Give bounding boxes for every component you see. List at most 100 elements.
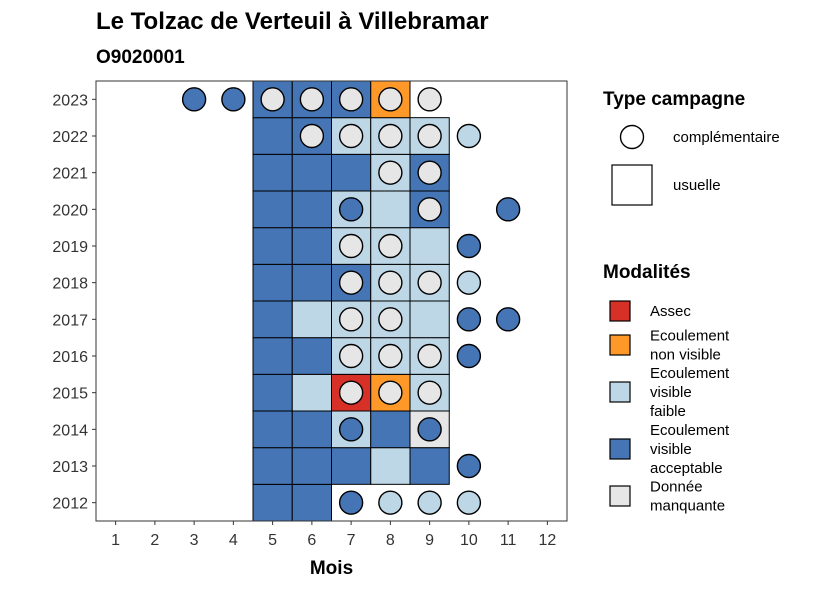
point-2020-9 bbox=[417, 197, 442, 222]
point-2018-8 bbox=[378, 270, 403, 295]
point-2019-8 bbox=[378, 233, 403, 259]
tile-2016-5 bbox=[252, 337, 293, 375]
tile-2020-6 bbox=[291, 190, 332, 229]
tile-2014-5 bbox=[252, 410, 293, 449]
tile-2019-9 bbox=[409, 227, 450, 265]
y-tick-label: 2012 bbox=[52, 496, 88, 513]
legend-label-ecoulement-non-visible: Ecoulement bbox=[650, 328, 730, 345]
legend-label-ecoulement-visible-faible: visible bbox=[650, 384, 692, 401]
tile-2015-6 bbox=[291, 373, 332, 412]
legend-label-donnee-manquante: Donnée bbox=[650, 479, 703, 496]
legend-swatch-ecoulement-visible-acceptable bbox=[609, 438, 631, 460]
point-2020-11 bbox=[495, 197, 521, 222]
tile-2021-5 bbox=[252, 153, 293, 192]
legend-label-donnee-manquante: manquante bbox=[650, 498, 725, 515]
tile-2017-5 bbox=[252, 300, 293, 339]
x-tick-label: 2 bbox=[150, 532, 159, 549]
point-2023-4 bbox=[221, 87, 246, 112]
point-2021-9 bbox=[417, 160, 442, 185]
point-2017-11 bbox=[495, 307, 521, 332]
point-2013-10 bbox=[456, 453, 482, 479]
point-2015-8 bbox=[378, 380, 403, 405]
point-2023-3 bbox=[181, 87, 207, 112]
point-2023-7 bbox=[338, 87, 364, 112]
y-tick-label: 2016 bbox=[52, 349, 88, 366]
tile-2019-7 bbox=[331, 227, 372, 265]
tile-2017-6 bbox=[291, 300, 332, 339]
x-axis-title: Mois bbox=[310, 558, 353, 579]
tile-2014-8 bbox=[370, 410, 411, 449]
tile-2012-5 bbox=[252, 483, 293, 522]
point-2017-7 bbox=[338, 307, 364, 332]
y-tick-label: 2020 bbox=[52, 202, 88, 219]
point-2017-8 bbox=[378, 307, 403, 332]
point-2014-7 bbox=[338, 417, 364, 442]
tile-2015-5 bbox=[252, 373, 293, 412]
y-tick-label: 2013 bbox=[52, 459, 88, 476]
point-2020-7 bbox=[338, 197, 364, 222]
x-tick-label: 10 bbox=[460, 532, 478, 549]
x-tick-label: 3 bbox=[190, 532, 199, 549]
legend-key-usuelle bbox=[611, 164, 653, 206]
point-2012-8 bbox=[378, 490, 403, 515]
point-2018-9 bbox=[417, 270, 442, 295]
tile-2013-7 bbox=[331, 447, 372, 485]
y-tick-label: 2017 bbox=[52, 312, 88, 329]
point-2016-10 bbox=[456, 343, 482, 369]
point-layer bbox=[181, 87, 521, 515]
tile-2017-9 bbox=[409, 300, 450, 339]
tile-2014-6 bbox=[291, 410, 332, 449]
point-2016-8 bbox=[378, 343, 403, 369]
tile-2021-7 bbox=[331, 153, 372, 192]
legend-swatch-ecoulement-visible-faible bbox=[609, 381, 631, 403]
tile-2020-5 bbox=[252, 190, 293, 229]
y-axis: 2012 2013 2014 2015 2016 2017 2018 2019 2020 2021… bbox=[52, 92, 96, 513]
point-2022-7 bbox=[338, 123, 364, 149]
tile-2020-8 bbox=[370, 190, 411, 229]
tile-2016-6 bbox=[291, 337, 332, 375]
x-tick-label: 9 bbox=[425, 532, 434, 549]
tile-2019-5 bbox=[252, 227, 293, 265]
point-2012-7 bbox=[338, 490, 364, 515]
y-tick-label: 2023 bbox=[52, 92, 88, 109]
x-tick-label: 11 bbox=[500, 532, 517, 549]
y-tick-label: 2015 bbox=[52, 386, 88, 403]
y-tick-label: 2019 bbox=[52, 239, 88, 256]
legend-label-ecoulement-visible-faible: faible bbox=[650, 403, 686, 420]
x-tick-label: 1 bbox=[111, 532, 120, 549]
x-tick-label: 4 bbox=[229, 532, 238, 549]
legend-label-complementaire: complémentaire bbox=[673, 129, 780, 146]
point-2021-8 bbox=[378, 160, 403, 185]
point-2014-9 bbox=[417, 417, 442, 442]
point-2023-8 bbox=[378, 87, 403, 112]
legend-label-usuelle: usuelle bbox=[673, 177, 721, 194]
y-tick-label: 2014 bbox=[52, 422, 88, 439]
point-2016-9 bbox=[417, 343, 442, 369]
point-2017-10 bbox=[456, 307, 482, 332]
point-2016-7 bbox=[338, 343, 364, 369]
legend-swatch-donnee-manquante bbox=[609, 485, 631, 507]
tile-2022-5 bbox=[252, 117, 293, 155]
tile-2019-6 bbox=[291, 227, 332, 265]
legend-label-ecoulement-visible-acceptable: Ecoulement bbox=[650, 422, 730, 439]
legend-label-ecoulement-visible-faible: Ecoulement bbox=[650, 365, 730, 382]
legend-key-complementaire bbox=[619, 124, 645, 150]
legend-campagne: Type campagne complémentaire usuelle bbox=[603, 89, 780, 206]
y-tick-label: 2018 bbox=[52, 276, 88, 293]
tile-2013-9 bbox=[409, 447, 450, 485]
tile-2021-6 bbox=[291, 153, 332, 192]
tile-2022-9 bbox=[409, 117, 450, 155]
y-tick-label: 2021 bbox=[52, 166, 88, 183]
x-axis: 1 2 3 4 5 6 7 8 9 10 11 12 bbox=[111, 521, 556, 549]
point-2015-9 bbox=[417, 380, 442, 405]
point-2022-6 bbox=[299, 123, 325, 149]
point-2019-10 bbox=[456, 233, 482, 259]
x-tick-label: 5 bbox=[268, 532, 277, 549]
tile-2018-6 bbox=[291, 263, 332, 302]
point-2012-9 bbox=[417, 490, 442, 515]
tile-2013-6 bbox=[291, 447, 332, 485]
legend-label-ecoulement-visible-acceptable: visible bbox=[650, 441, 692, 458]
legend-swatch-assec bbox=[609, 300, 631, 322]
